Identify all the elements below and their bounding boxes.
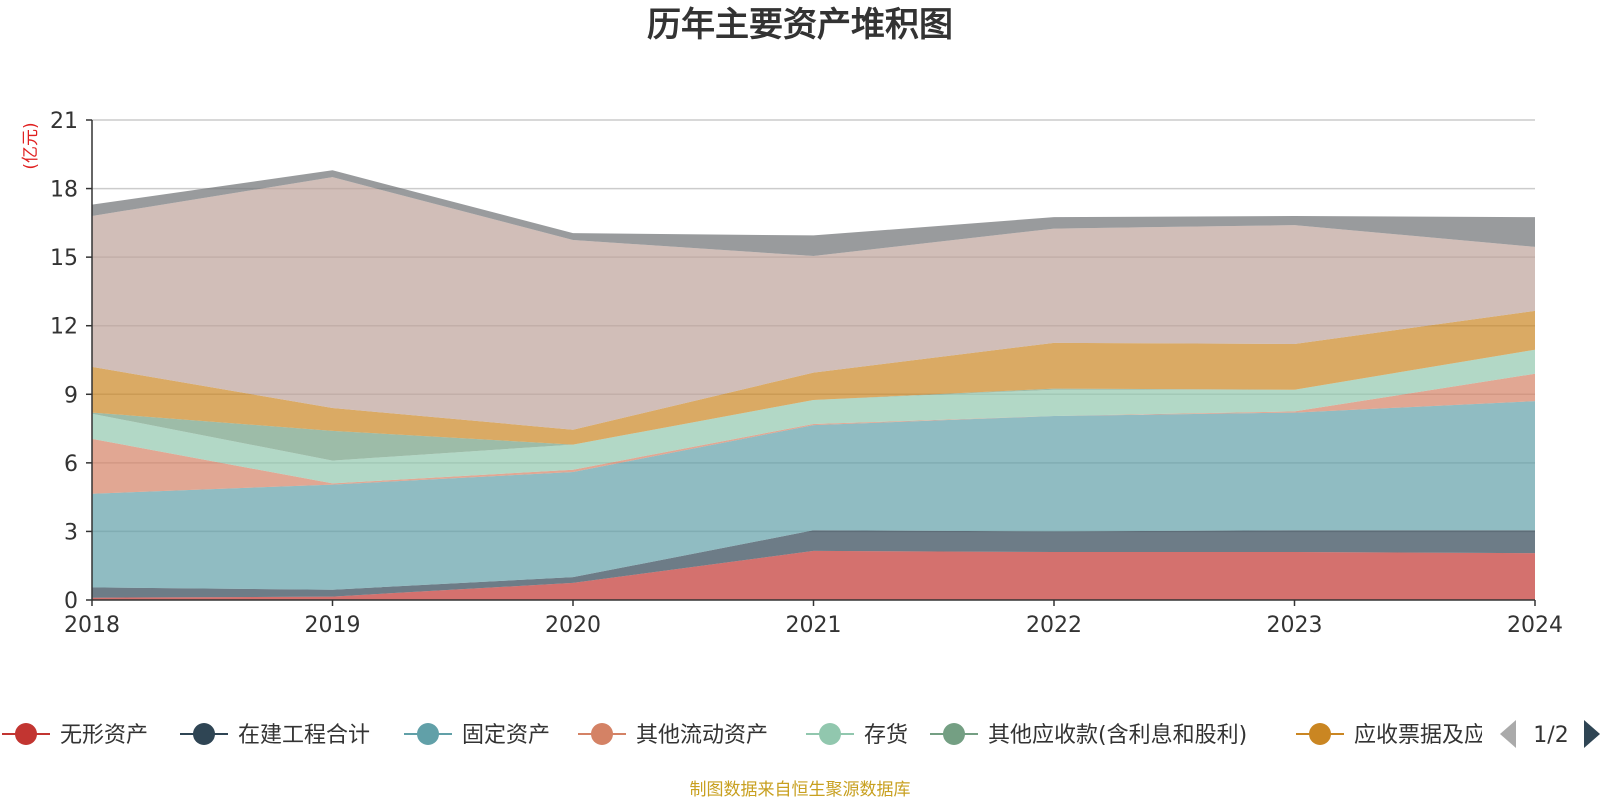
legend-item[interactable]: 其他流动资产: [578, 723, 768, 748]
legend-label: 应收票据及应收账款: [1354, 723, 1552, 748]
x-tick-label: 2021: [786, 613, 842, 638]
legend: 无形资产 在建工程合计 固定资产 其他流动资产 存货 其他应收款(含利息和股利) 应收票据及…: [2, 723, 1552, 748]
legend-circle-marker: [15, 723, 37, 745]
legend-prev-icon[interactable]: [1500, 720, 1516, 748]
legend-circle-marker: [193, 723, 215, 745]
area-series-1[interactable]: [92, 530, 1535, 598]
legend-circle-marker: [819, 723, 841, 745]
y-tick-label: 3: [64, 520, 78, 545]
source-note: 制图数据来自恒生聚源数据库: [690, 780, 911, 800]
axes: 0 3 6 9 12 15 18 21 2018 2019 2020 2021 2022 2023 2024: [50, 109, 1563, 638]
x-tick-label: 2024: [1507, 613, 1563, 638]
y-tick-label: 9: [64, 383, 78, 408]
area-series-6[interactable]: [92, 310, 1535, 445]
y-axis-unit: (亿元): [21, 122, 41, 169]
legend-label: 固定资产: [462, 723, 550, 748]
legend-label: 在建工程合计: [238, 723, 370, 748]
x-tick-label: 2020: [545, 613, 601, 638]
legend-item[interactable]: 无形资产: [2, 723, 148, 748]
legend-item[interactable]: 存货: [806, 723, 908, 748]
area-series-3[interactable]: [92, 373, 1535, 494]
legend-item[interactable]: 应收票据及应收账款: [1296, 723, 1552, 748]
chart-title: 历年主要资产堆积图: [647, 5, 953, 45]
x-tick-label: 2019: [305, 613, 361, 638]
legend-label: 无形资产: [60, 723, 148, 748]
y-tick-label: 0: [64, 589, 78, 614]
area-series-4[interactable]: [92, 349, 1535, 484]
y-tick-label: 18: [50, 178, 78, 203]
area-series-2[interactable]: [92, 401, 1535, 590]
legend-label: 其他应收款(含利息和股利): [988, 723, 1247, 748]
legend-label: 存货: [864, 723, 908, 748]
area-series-0[interactable]: [92, 550, 1535, 600]
x-tick-label: 2023: [1267, 613, 1323, 638]
legend-circle-marker: [591, 723, 613, 745]
y-tick-label: 15: [50, 246, 78, 271]
legend-circle-marker: [943, 723, 965, 745]
legend-circle-marker: [417, 723, 439, 745]
area-layers: [92, 170, 1535, 600]
legend-circle-marker: [1309, 723, 1331, 745]
x-tick-label: 2018: [64, 613, 120, 638]
area-series-7[interactable]: [92, 177, 1535, 430]
legend-page-indicator: 1/2: [1533, 723, 1568, 748]
legend-item[interactable]: 在建工程合计: [180, 723, 370, 748]
y-tick-label: 6: [64, 452, 78, 477]
legend-item[interactable]: 固定资产: [404, 723, 550, 748]
legend-item[interactable]: 其他应收款(含利息和股利): [930, 723, 1247, 748]
legend-label: 其他流动资产: [636, 723, 768, 748]
x-tick-label: 2022: [1026, 613, 1082, 638]
legend-pager: 1/2: [1500, 720, 1600, 748]
y-tick-label: 21: [50, 109, 78, 134]
area-series-8[interactable]: [92, 170, 1535, 256]
legend-next-icon[interactable]: [1584, 720, 1600, 748]
y-tick-label: 12: [50, 315, 78, 340]
